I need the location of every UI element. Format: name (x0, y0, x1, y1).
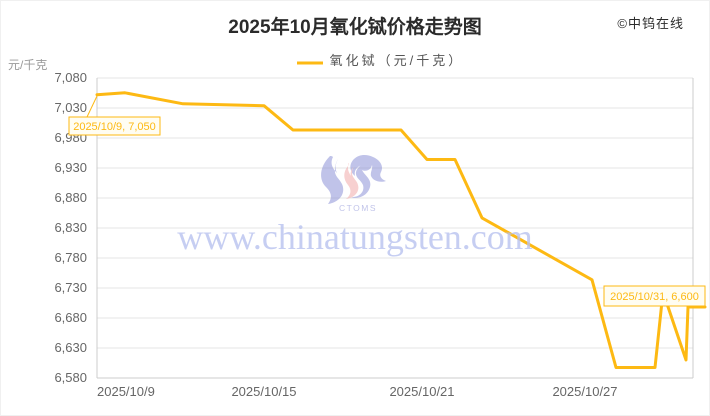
svg-text:2025/10/15: 2025/10/15 (231, 384, 296, 399)
svg-text:2025/10/21: 2025/10/21 (389, 384, 454, 399)
svg-text:6,630: 6,630 (54, 340, 87, 355)
svg-text:7,030: 7,030 (54, 100, 87, 115)
svg-text:6,880: 6,880 (54, 190, 87, 205)
svg-text:6,930: 6,930 (54, 160, 87, 175)
svg-text:6,680: 6,680 (54, 310, 87, 325)
svg-text:6,580: 6,580 (54, 370, 87, 385)
svg-text:2025/10/9: 2025/10/9 (97, 384, 155, 399)
svg-text:6,730: 6,730 (54, 280, 87, 295)
svg-text:2025/10/27: 2025/10/27 (552, 384, 617, 399)
svg-text:2025/10/9, 7,050: 2025/10/9, 7,050 (73, 121, 156, 133)
svg-text:CTOMS: CTOMS (339, 203, 377, 213)
svg-text:7,080: 7,080 (54, 70, 87, 85)
svg-text:2025/10/31, 6,600: 2025/10/31, 6,600 (610, 291, 699, 303)
